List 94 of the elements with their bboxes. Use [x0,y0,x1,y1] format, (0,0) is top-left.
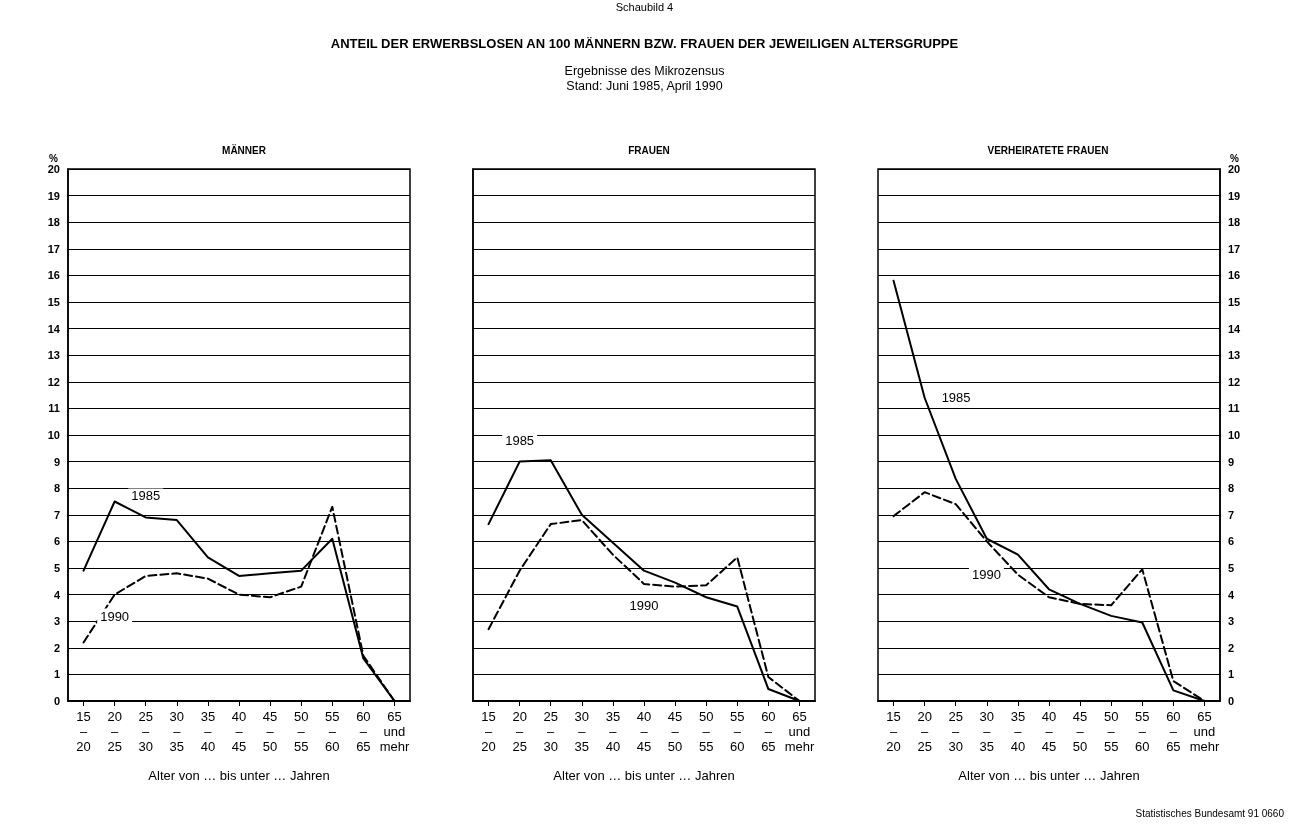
chart-title: VERHEIRATETE FRAUEN [987,144,1109,156]
x-tick-label: 50 – 55 [698,709,714,754]
x-tick-label: 25 – 30 [543,709,558,754]
y-tick-label: 18 [47,216,60,229]
y2-tick-label: 11 [1228,402,1240,415]
x-axis-title: Alter von … bis unter … Jahren [148,768,330,783]
x-tick-label: 30 – 35 [169,709,185,754]
series-label: 1985 [505,432,535,448]
y2-tick-label: 16 [1228,269,1241,282]
x-tick-label: 20 – 25 [917,709,932,754]
y2-tick-label: 2 [1228,641,1235,654]
x-axis-title: Alter von … bis unter … Jahren [958,768,1140,783]
y2-tick-label: 17 [1228,242,1241,255]
x-tick-label: 55 – 60 [325,709,340,754]
x-tick-label: 15 – 20 [886,709,901,754]
x-tick-label: 60 – 65 [761,709,776,754]
x-tick-label: 40 – 45 [636,709,652,754]
x-tick-label: 55 – 60 [730,709,745,754]
y-tick-label: 0 [53,695,60,707]
y-tick-label: 20 [47,163,60,175]
y-tick-label: 10 [47,429,60,441]
series-label: 1985 [941,390,971,406]
y2-tick-label: 9 [1228,455,1235,468]
x-tick-label: 65 und mehr [379,709,410,754]
y-tick-label: 17 [47,242,60,255]
series-label: 1985 [131,488,161,504]
y2-axis-title: % [1230,153,1239,165]
x-tick-label: 15 – 20 [76,709,91,754]
x-tick-label: 35 – 40 [1010,709,1026,754]
x-tick-label: 40 – 45 [1041,709,1057,754]
x-tick-label: 45 – 50 [262,709,278,754]
y-tick-label: 11 [48,402,60,415]
y-tick-label: 5 [53,562,60,574]
series-label: 1990 [100,608,130,624]
y2-tick-label: 14 [1228,322,1242,335]
y-tick-label: 4 [53,588,61,601]
x-tick-label: 30 – 35 [574,709,590,754]
y-tick-label: 12 [47,375,60,388]
x-tick-label: 15 – 20 [481,709,496,754]
y-tick-label: 2 [53,641,60,654]
x-tick-label: 35 – 40 [605,709,621,754]
y-tick-label: 13 [47,349,60,362]
y2-tick-label: 1 [1228,668,1235,681]
y2-tick-label: 19 [1228,189,1241,202]
x-tick-label: 25 – 30 [138,709,153,754]
y2-tick-label: 3 [1228,615,1235,628]
y-tick-label: 9 [53,455,60,468]
y2-tick-label: 4 [1228,588,1235,601]
y-axis-title: % [49,153,59,165]
text: Schaubild 4 [614,1,675,13]
y2-tick-label: 7 [1228,508,1235,521]
x-tick-label: 55 – 60 [1135,709,1150,754]
chart-title: FRAUEN [628,144,670,156]
x-tick-label: 50 – 55 [1103,709,1119,754]
y2-tick-label: 12 [1228,375,1241,388]
y-tick-label: 8 [53,482,60,495]
x-tick-label: 65 und mehr [1189,709,1220,754]
x-tick-label: 60 – 65 [356,709,371,754]
x-tick-label: 45 – 50 [1072,709,1088,754]
y2-tick-label: 8 [1228,482,1235,495]
y-tick-label: 14 [47,322,61,335]
text: Statistisches Bundesamt 91 0660 [1134,808,1284,819]
x-tick-label: 45 – 50 [667,709,683,754]
y2-tick-label: 6 [1228,535,1235,548]
text: Stand: Juni 1985, April 1990 [565,79,724,93]
series-label: 1990 [971,567,1001,583]
y2-tick-label: 5 [1228,562,1235,574]
x-tick-label: 50 – 55 [293,709,309,754]
y-tick-label: 16 [47,269,60,282]
x-tick-label: 20 – 25 [107,709,122,754]
y-tick-label: 19 [47,189,60,202]
x-tick-label: 40 – 45 [231,709,247,754]
x-tick-label: 60 – 65 [1166,709,1181,754]
series-label: 1990 [629,597,659,613]
y2-tick-label: 10 [1228,429,1241,441]
y-tick-label: 7 [53,508,60,521]
y2-tick-label: 18 [1228,216,1241,229]
x-tick-label: 20 – 25 [512,709,527,754]
x-tick-label: 30 – 35 [979,709,995,754]
y2-tick-label: 15 [1228,296,1241,308]
x-tick-label: 35 – 40 [200,709,216,754]
text: ANTEIL DER ERWERBSLOSEN AN 100 MÄNNERN BZW. FRAUEN DER JEWEILIGEN ALTERSGRUPPE [329,36,960,51]
y-tick-label: 6 [53,535,60,548]
x-axis-title: Alter von … bis unter … Jahren [553,768,735,783]
chart-title: MÄNNER [222,143,267,156]
y2-tick-label: 0 [1228,695,1235,707]
y-tick-label: 15 [47,296,60,308]
y-tick-label: 1 [53,668,60,681]
y-tick-label: 3 [53,615,60,628]
x-tick-label: 65 und mehr [784,709,815,754]
x-tick-label: 25 – 30 [948,709,963,754]
y2-tick-label: 13 [1228,349,1241,362]
text: Ergebnisse des Mikrozensus [563,64,726,78]
y2-tick-label: 20 [1228,163,1241,175]
